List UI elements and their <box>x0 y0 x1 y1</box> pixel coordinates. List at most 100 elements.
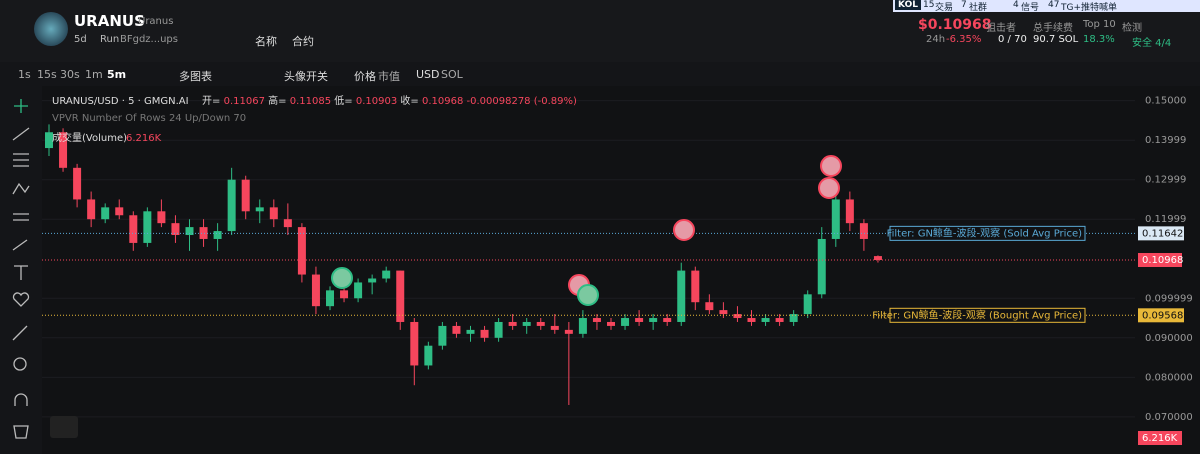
candle-body <box>859 223 868 239</box>
candle-body <box>733 314 742 319</box>
address[interactable]: BFgdz...ups <box>120 34 178 45</box>
candle-body <box>185 227 194 236</box>
candle-body <box>705 302 714 311</box>
avatar-toggle[interactable]: 头像开关 <box>284 70 328 83</box>
usd-toggle[interactable]: USD <box>416 68 440 81</box>
candle-body <box>817 238 826 295</box>
price-axis <box>1135 86 1200 454</box>
candle-body <box>199 227 208 239</box>
interval[interactable]: 30s <box>60 68 80 81</box>
price-line-label: Filter: GN鲸鱼-波段-观察 (Bought Avg Price) <box>872 308 1082 321</box>
candle-body <box>845 199 854 224</box>
y-tick-label: 0.070000 <box>1145 412 1193 423</box>
candle-body <box>438 325 447 346</box>
volume-axis-label: 6.216K <box>1142 433 1178 444</box>
candle-body <box>227 179 236 232</box>
candle-body <box>677 270 686 322</box>
kol-count: 4 <box>1013 0 1019 10</box>
ohlc-change: -0.00098278 <box>467 96 531 107</box>
volume-axis-tag <box>1138 431 1182 445</box>
change-period: 24h <box>926 34 946 45</box>
candle-body <box>789 314 798 322</box>
y-tick-label: 0.15000 <box>1145 96 1186 107</box>
candle-body <box>382 270 391 279</box>
candle-body <box>761 318 770 322</box>
candle-body <box>873 256 882 260</box>
candle-body <box>508 321 517 326</box>
series-title: URANUS/USD · 5 · GMGN.AI <box>52 96 189 107</box>
ohlc-change-pct: (-0.89%) <box>534 96 577 107</box>
age: 5d <box>74 34 87 45</box>
ohlc-legend: 开= 0.11067 高= 0.11085 低= 0.10903 收= 0.10… <box>202 94 577 107</box>
ohlc-key: 低= <box>334 94 352 107</box>
candle-body <box>536 321 545 326</box>
price: $0.10968 <box>918 17 992 33</box>
name-search[interactable]: 名称 <box>255 35 277 48</box>
candle-body <box>326 290 334 307</box>
ohlc-key: 开= <box>202 96 220 107</box>
candle-body <box>831 199 840 239</box>
interval[interactable]: 1m <box>85 68 103 81</box>
candle-body <box>354 282 363 299</box>
kol-count: 47 <box>1048 0 1060 10</box>
candle-body <box>59 132 68 168</box>
interval[interactable]: 1s <box>18 68 31 81</box>
candle-body <box>115 207 124 216</box>
market-cap-toggle[interactable]: 市值 <box>378 70 400 83</box>
run: Run <box>100 34 120 45</box>
kol-count: 15 <box>923 0 935 10</box>
candle-body <box>747 318 756 322</box>
candle-body <box>775 318 784 322</box>
candle-body <box>494 321 503 338</box>
token-subname: Uranus <box>138 16 174 27</box>
candle-body <box>101 207 110 220</box>
candle-body <box>564 329 573 334</box>
candle-body <box>340 290 349 299</box>
kol-label: 信号 <box>1021 3 1040 13</box>
multi-chart[interactable]: 多图表 <box>179 70 212 83</box>
contract-search[interactable]: 合约 <box>292 35 314 48</box>
price-toggle[interactable]: 价格 <box>354 70 376 83</box>
header: URANUS Uranus 5d Run BFgdz...ups 名称 合约 K… <box>0 0 1200 62</box>
token-name: URANUS <box>74 12 145 30</box>
candle-body <box>607 321 615 326</box>
interval[interactable]: 15s <box>37 68 57 81</box>
candle-body <box>213 231 222 239</box>
stat-label: 检测 <box>1122 23 1142 34</box>
candle-body <box>311 274 320 307</box>
ohlc-key: 高= <box>268 94 286 107</box>
candle-body <box>663 318 672 322</box>
ohlc-key: 收= <box>400 94 418 107</box>
last-price-label: 0.10968 <box>1142 255 1183 266</box>
candle-body <box>480 329 489 338</box>
candle-body <box>621 318 630 326</box>
candle-body <box>368 278 377 283</box>
price-line-label: Filter: GN鲸鱼-波段-观察 (Sold Avg Price) <box>887 226 1083 239</box>
candle-body <box>649 318 658 322</box>
candle-body <box>171 223 180 236</box>
candle-body <box>424 345 433 366</box>
y-tick-label: 0.080000 <box>1145 372 1193 383</box>
candle-body <box>255 207 264 212</box>
ohlc-value: 0.11067 <box>224 96 265 107</box>
tv-logo <box>50 416 78 438</box>
y-tick-label: 0.13999 <box>1145 135 1186 146</box>
candle-body <box>803 294 812 315</box>
price-tag <box>1138 308 1184 323</box>
stat-label: 总手续费 <box>1033 23 1073 34</box>
kol-tag: KOL <box>895 0 921 10</box>
token-avatar <box>34 12 68 46</box>
plot: 0.15000 0.13999 0.12999 0.11999 0.099999 0.09… <box>42 96 1193 423</box>
last-price-tag <box>1138 252 1182 267</box>
sol-toggle[interactable]: SOL <box>441 68 463 81</box>
candle-body <box>283 219 292 228</box>
candle-body <box>691 270 700 303</box>
candle-body <box>87 199 96 220</box>
ohlc-value: 0.11085 <box>290 96 331 107</box>
ohlc-value: 0.10903 <box>356 96 397 107</box>
stat-label: Top 10 <box>1083 19 1116 30</box>
candle-body <box>466 329 475 334</box>
interval[interactable]: 5m <box>107 68 127 81</box>
